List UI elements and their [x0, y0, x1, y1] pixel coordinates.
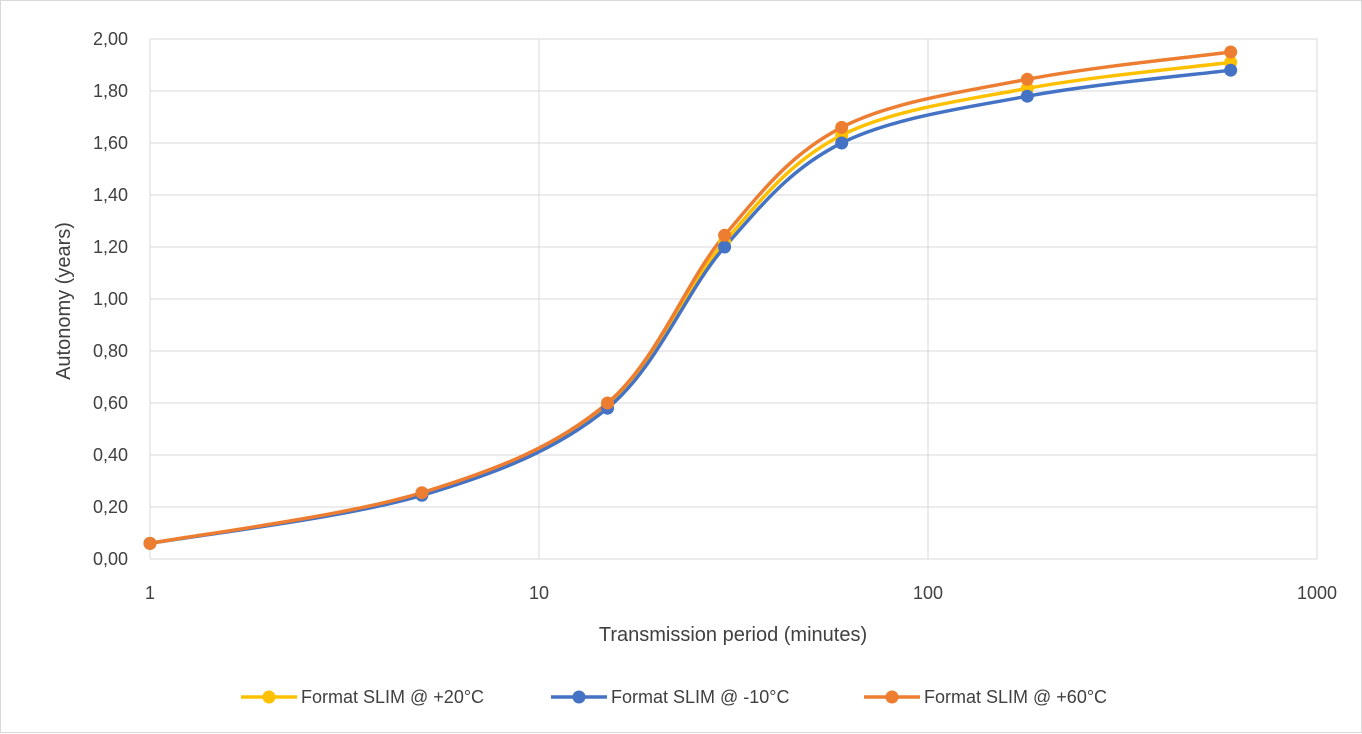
data-point-series-1: [1020, 89, 1034, 103]
legend-marker-swatch: [262, 690, 276, 704]
series-lines: [148, 50, 1233, 546]
tick-labels: 0,00 0,20 0,40 0,60 0,80 1,00 1,20 1,40 1,60 1,80…: [93, 29, 1337, 603]
series-points: [143, 45, 1238, 550]
y-tick-label: 1,80: [93, 81, 128, 101]
legend-item: Format SLIM @ +20°C: [241, 687, 484, 707]
gridlines: [149, 38, 1318, 560]
y-tick-label: 2,00: [93, 29, 128, 49]
data-point-series-2: [835, 120, 849, 134]
legend-label: Format SLIM @ +60°C: [924, 687, 1107, 707]
y-tick-label: 1,20: [93, 237, 128, 257]
legend-marker-swatch: [885, 690, 899, 704]
x-tick-label: 1: [145, 583, 155, 603]
data-point-series-1: [718, 240, 732, 254]
legend: Format SLIM @ +20°C Format SLIM @ -10°C Fo…: [241, 687, 1107, 707]
data-point-series-2: [600, 396, 614, 410]
series-line-1: [148, 68, 1233, 546]
y-tick-label: 0,60: [93, 393, 128, 413]
y-tick-label: 0,40: [93, 445, 128, 465]
y-tick-label: 1,00: [93, 289, 128, 309]
x-tick-label: 10: [529, 583, 549, 603]
y-tick-label: 1,60: [93, 133, 128, 153]
legend-label: Format SLIM @ -10°C: [611, 687, 790, 707]
legend-item: Format SLIM @ -10°C: [551, 687, 790, 707]
x-axis-title: Transmission period (minutes): [599, 624, 867, 646]
y-tick-label: 0,00: [93, 549, 128, 569]
data-point-series-2: [415, 486, 429, 500]
data-point-series-2: [143, 536, 157, 550]
series-line-0: [148, 60, 1233, 546]
y-tick-label: 1,40: [93, 185, 128, 205]
data-point-series-2: [1020, 72, 1034, 86]
y-axis-title: Autonomy (years): [53, 222, 75, 380]
data-point-series-1: [1224, 63, 1238, 77]
x-tick-label: 1000: [1297, 583, 1337, 603]
data-point-series-2: [718, 228, 732, 242]
y-tick-label: 0,80: [93, 341, 128, 361]
legend-label: Format SLIM @ +20°C: [301, 687, 484, 707]
legend-item: Format SLIM @ +60°C: [864, 687, 1107, 707]
data-point-series-1: [835, 136, 849, 150]
y-tick-label: 0,20: [93, 497, 128, 517]
data-point-series-2: [1224, 45, 1238, 59]
x-tick-label: 100: [913, 583, 943, 603]
legend-marker-swatch: [572, 690, 586, 704]
